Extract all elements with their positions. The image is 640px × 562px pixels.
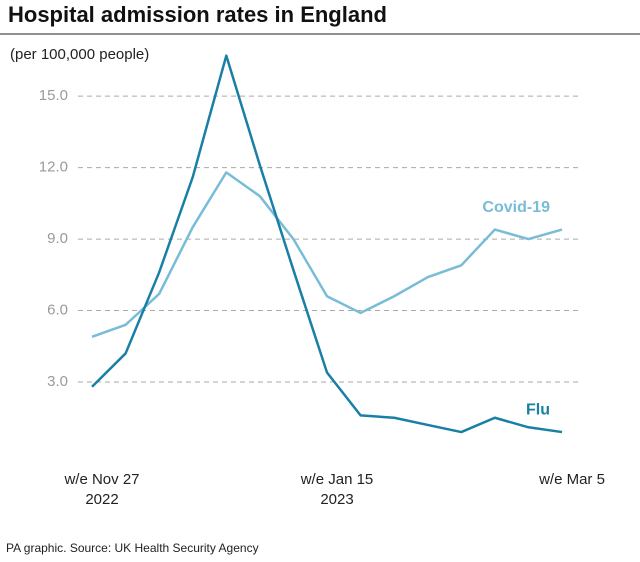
x-tick-label: w/e Mar 5 — [538, 471, 605, 488]
chart-title: Hospital admission rates in England — [8, 2, 387, 27]
series-line — [91, 171, 563, 338]
y-tick-label: 15.0 — [39, 87, 68, 104]
x-tick-year: 2022 — [85, 491, 118, 508]
x-tick-label: w/e Jan 15 — [300, 471, 374, 488]
y-tick-label: 6.0 — [47, 302, 68, 319]
y-tick-label: 9.0 — [47, 230, 68, 247]
x-tick-label: w/e Nov 27 — [63, 471, 139, 488]
y-tick-label: 12.0 — [39, 159, 68, 176]
y-tick-label: 3.0 — [47, 373, 68, 390]
series-label: Covid-19 — [482, 199, 550, 216]
series-line — [91, 54, 563, 434]
source: PA graphic. Source: UK Health Security A… — [6, 541, 259, 555]
subtitle: (per 100,000 people) — [10, 46, 149, 63]
series-label: Flu — [526, 401, 550, 418]
x-tick-year: 2023 — [320, 491, 353, 508]
